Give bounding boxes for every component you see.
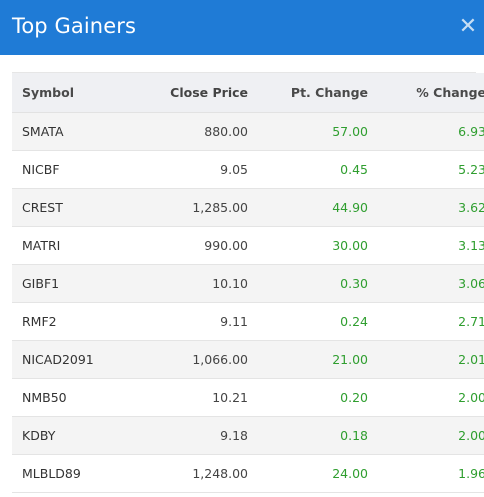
gainers-table-container: Symbol Close Price Pt. Change % Change S… [12,72,484,493]
table-row[interactable]: MLBLD89 1,248.00 24.00 1.96 [12,454,484,492]
cell-pt-change: 21.00 [332,351,368,367]
cell-pct-change: 3.62 [458,199,484,215]
cell-pt-change: 0.30 [340,275,368,291]
cell-pct-change: 1.96 [458,465,484,481]
table-row[interactable]: CREST 1,285.00 44.90 3.62 [12,188,484,226]
table-row[interactable]: NMB50 10.21 0.20 2.00 [12,378,484,416]
cell-close-price: 9.05 [220,161,248,177]
column-header-close-price[interactable]: Close Price [138,73,258,113]
cell-close-price: 990.00 [204,237,248,253]
cell-pt-change: 57.00 [332,123,368,139]
column-header-pt-change[interactable]: Pt. Change [258,73,378,113]
cell-close-price: 10.21 [212,389,248,405]
table-row[interactable]: SMATA 880.00 57.00 6.93 [12,112,484,150]
column-header-pct-change[interactable]: % Change [378,73,484,113]
modal-title: Top Gainers [12,14,136,38]
cell-close-price: 880.00 [204,123,248,139]
table-row[interactable]: RMF2 9.11 0.24 2.71 [12,302,484,340]
cell-symbol[interactable]: NMB50 [22,389,67,405]
table-row[interactable]: NICAD2091 1,066.00 21.00 2.01 [12,340,484,378]
close-icon[interactable]: ✕ [458,14,478,39]
cell-symbol[interactable]: RMF2 [22,313,57,329]
table-row[interactable]: GIBF1 10.10 0.30 3.06 [12,264,484,302]
cell-pct-change: 5.23 [458,161,484,177]
cell-close-price: 9.11 [220,313,248,329]
modal-header: Top Gainers ✕ [0,0,484,55]
cell-pt-change: 0.18 [340,427,368,443]
table-row[interactable]: NICBF 9.05 0.45 5.23 [12,150,484,188]
cell-symbol[interactable]: MATRI [22,237,61,253]
cell-pt-change: 0.24 [340,313,368,329]
cell-pt-change: 24.00 [332,465,368,481]
cell-pct-change: 2.00 [458,389,484,405]
cell-pct-change: 2.71 [458,313,484,329]
cell-close-price: 10.10 [212,275,248,291]
cell-symbol[interactable]: CREST [22,199,63,215]
cell-pct-change: 3.13 [458,237,484,253]
cell-symbol[interactable]: MLBLD89 [22,465,81,481]
cell-pct-change: 2.01 [458,351,484,367]
cell-symbol[interactable]: GIBF1 [22,275,60,291]
cell-pt-change: 0.45 [340,161,368,177]
cell-pt-change: 44.90 [332,199,368,215]
cell-pt-change: 0.20 [340,389,368,405]
cell-close-price: 1,248.00 [192,465,248,481]
gainers-table: Symbol Close Price Pt. Change % Change S… [12,73,484,493]
cell-pct-change: 6.93 [458,123,484,139]
table-header-row: Symbol Close Price Pt. Change % Change [12,73,484,113]
cell-symbol[interactable]: SMATA [22,123,64,139]
cell-symbol[interactable]: NICBF [22,161,60,177]
cell-pct-change: 2.00 [458,427,484,443]
column-header-symbol[interactable]: Symbol [12,73,138,113]
cell-symbol[interactable]: KDBY [22,427,56,443]
cell-pct-change: 3.06 [458,275,484,291]
cell-close-price: 1,285.00 [192,199,248,215]
table-row[interactable]: KDBY 9.18 0.18 2.00 [12,416,484,454]
table-row[interactable]: MATRI 990.00 30.00 3.13 [12,226,484,264]
cell-close-price: 9.18 [220,427,248,443]
cell-close-price: 1,066.00 [192,351,248,367]
cell-symbol[interactable]: NICAD2091 [22,351,94,367]
cell-pt-change: 30.00 [332,237,368,253]
